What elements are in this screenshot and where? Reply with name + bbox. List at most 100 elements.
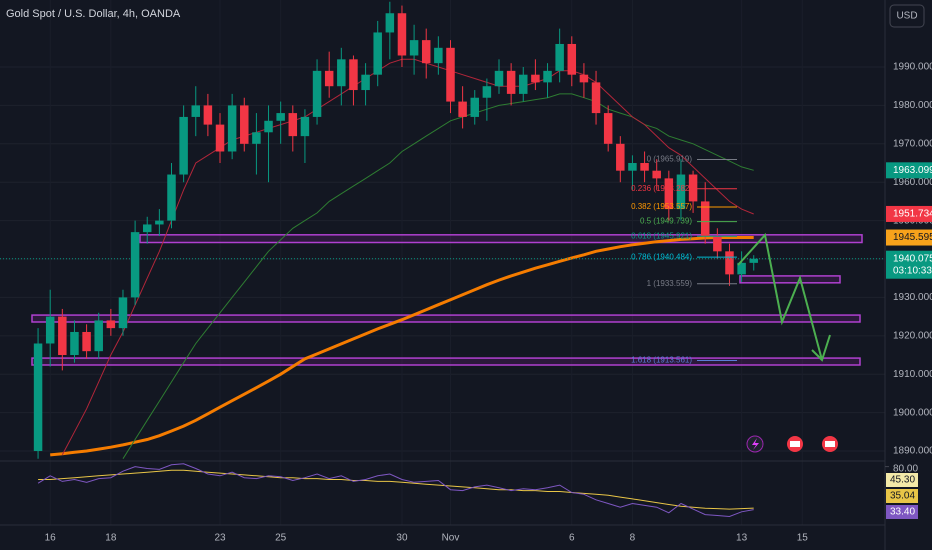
candle-body [616, 143, 625, 171]
candle-body [70, 331, 79, 356]
moving-average [50, 236, 754, 457]
rsi-value-label: 33.40 [890, 507, 915, 518]
currency: USD [896, 11, 917, 22]
candle-body [191, 105, 201, 117]
rsi-line [37, 463, 754, 518]
candle-body [713, 235, 722, 252]
candle-body [45, 316, 55, 344]
fibonacci: 0 (1965.919) 0.236 (1958.282) 0.382 (1953.… [631, 155, 737, 365]
candle-body [118, 297, 128, 329]
y-tick-label: 1970.000 [893, 138, 932, 149]
candle-body [737, 262, 746, 275]
candle-body [676, 174, 686, 210]
candle-body [227, 105, 237, 152]
candle-body [324, 70, 334, 87]
moving-average [61, 58, 754, 456]
chart-title: Gold Spot / U.S. Dollar, 4h, OANDA [6, 8, 181, 20]
fib-label: 0.618 (1945.921) [631, 231, 692, 240]
candle-body [82, 331, 91, 352]
y-tick-label: 1890.000 [893, 446, 932, 457]
rsi-line [38, 469, 754, 510]
x-tick-label: 23 [214, 533, 226, 544]
projection-arrow [737, 232, 823, 361]
candle-body [130, 232, 140, 298]
zone [31, 314, 861, 323]
y-tick-label: 1960.000 [893, 177, 932, 188]
candle-body [519, 74, 528, 94]
candle-body [167, 174, 176, 221]
x-tick-label: Nov [442, 533, 460, 544]
x-tick-label: 15 [797, 533, 809, 544]
candle-body [240, 105, 249, 144]
candle-body [312, 70, 322, 117]
candle-body [446, 47, 455, 102]
y-tick-label: 1900.000 [893, 407, 932, 418]
candle-body [300, 116, 310, 137]
candle-body [567, 43, 577, 75]
y-tick-label: 1990.000 [893, 62, 932, 73]
price-label: 1945.595 [893, 232, 932, 243]
candle-body [458, 101, 467, 117]
rsi-value-bg [886, 473, 918, 487]
candle-body [688, 174, 698, 202]
x-tick-label: 6 [569, 533, 575, 544]
x-tick-label: 18 [105, 533, 117, 544]
rsi-value-bg [886, 505, 918, 519]
candle-body [543, 70, 552, 83]
candle-body [628, 163, 637, 171]
candle-body [288, 113, 298, 137]
candle-body [142, 224, 152, 233]
price-label-bg [886, 250, 932, 279]
candle-body [58, 316, 67, 356]
candle-body [482, 86, 492, 98]
zone [739, 275, 841, 284]
fib-label: 1.618 (1913.561) [631, 356, 692, 365]
candle-body [385, 13, 395, 33]
currency-button[interactable] [889, 4, 925, 28]
x-tick-label: 8 [630, 533, 636, 544]
candle-body [409, 40, 419, 56]
flag [825, 441, 835, 447]
x-tick-label: 25 [275, 533, 287, 544]
fib-label: 1 (1933.559) [647, 279, 693, 288]
zone [31, 357, 861, 366]
flag [790, 441, 800, 447]
indicator-lines [50, 58, 754, 459]
candle-body [264, 120, 273, 133]
zone [139, 234, 863, 244]
candle-body [640, 163, 649, 171]
fib-label: 0.382 (1953.557) [631, 202, 692, 211]
y-tick-label: 1980.000 [893, 100, 932, 111]
candle-body [179, 116, 188, 175]
candle-body [494, 70, 504, 87]
candle-body [252, 132, 261, 144]
candle-body [555, 43, 564, 71]
zones [31, 234, 863, 366]
x-tick-label: 16 [45, 533, 57, 544]
y-tick-label: 1920.000 [893, 330, 932, 341]
axis-labels: 1890.000 1900.000 1910.000 1920.000 1930.000… [45, 62, 932, 544]
fib-label: 0 (1965.919) [647, 155, 693, 164]
rsi-value-label: 45.30 [890, 475, 915, 486]
x-tick-label: 13 [736, 533, 748, 544]
candle-body [337, 59, 346, 87]
candle-body [725, 251, 734, 275]
candle-body [397, 13, 407, 56]
candle-body [215, 124, 225, 152]
candle-body [470, 97, 479, 117]
candle-body [652, 170, 661, 179]
price-label-bg [886, 162, 932, 179]
candle-body [531, 74, 540, 83]
price-label: 1963.099 [893, 165, 932, 176]
event-icons [746, 435, 838, 453]
candle-body [664, 178, 674, 210]
rsi-value-bg [886, 489, 918, 503]
candle-body [434, 47, 443, 64]
candle-body [106, 320, 116, 329]
candle-body [591, 82, 601, 114]
candle-body [349, 59, 358, 91]
moving-average [122, 93, 754, 459]
